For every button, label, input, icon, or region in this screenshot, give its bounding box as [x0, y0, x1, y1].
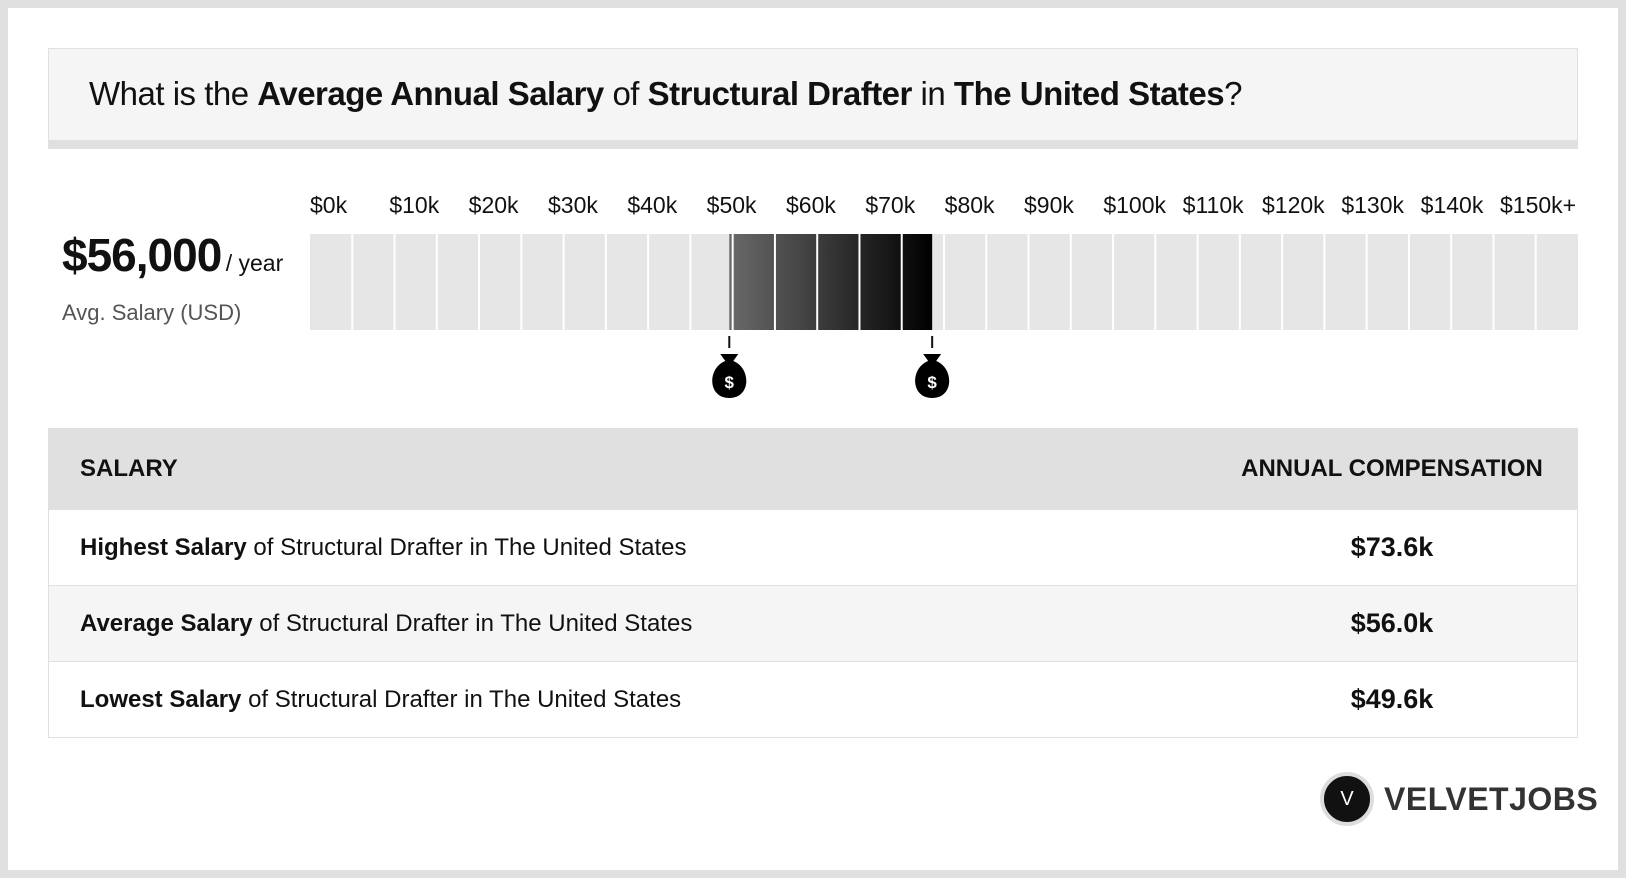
tick-label: $140k — [1421, 192, 1484, 218]
row-value: $56.0k — [1207, 586, 1578, 662]
bar-cell — [1536, 234, 1578, 330]
bar-cell — [1198, 234, 1240, 330]
bar-cell — [1071, 234, 1113, 330]
logo: V — [1320, 772, 1374, 826]
row-value: $73.6k — [1207, 510, 1578, 586]
bar-cell — [1451, 234, 1493, 330]
row-value: $49.6k — [1207, 662, 1578, 738]
bar-cell — [437, 234, 479, 330]
bar-cell — [1282, 234, 1324, 330]
salary-marker: $ — [915, 336, 949, 398]
tick-label: $100k — [1103, 192, 1166, 218]
tick-label: $60k — [786, 192, 836, 218]
bar-cell — [690, 234, 732, 330]
tick-label: $80k — [945, 192, 995, 218]
brand-name: VELVETJOBS — [1384, 781, 1598, 818]
tick-label: $120k — [1262, 192, 1325, 218]
tick-label: $30k — [548, 192, 598, 218]
bar-cell — [1367, 234, 1409, 330]
money-symbol: $ — [725, 373, 735, 392]
bar-cell — [521, 234, 563, 330]
bar-cell — [606, 234, 648, 330]
row-label-text: of Structural Drafter in The United Stat… — [253, 610, 693, 637]
bar-cell — [1155, 234, 1197, 330]
bar-cell — [1324, 234, 1366, 330]
bar-cell — [1113, 234, 1155, 330]
salary-marker: $ — [712, 336, 746, 398]
row-label: Lowest Salary of Structural Drafter in T… — [49, 662, 1208, 738]
bar-cell — [310, 234, 352, 330]
bar-cell — [944, 234, 986, 330]
bar-cell — [395, 234, 437, 330]
row-label-emphasis: Average Salary — [80, 610, 253, 637]
tick-label: $70k — [865, 192, 915, 218]
column-header: SALARY — [49, 429, 1208, 510]
tick-label: $40k — [627, 192, 677, 218]
tick-label: $0k — [310, 192, 348, 218]
bar-cell — [986, 234, 1028, 330]
bar-cell — [648, 234, 690, 330]
bar-cell — [1493, 234, 1535, 330]
tick-label: $50k — [707, 192, 757, 218]
tick-label: $90k — [1024, 192, 1074, 218]
bar-cell — [1029, 234, 1071, 330]
tick-label: $20k — [469, 192, 519, 218]
bar-cell — [479, 234, 521, 330]
row-label: Highest Salary of Structural Drafter in … — [49, 510, 1208, 586]
money-symbol: $ — [927, 373, 937, 392]
bar-cell — [1409, 234, 1451, 330]
range-chart: $0k $10k $20k $30k $40k $50k $60k $70k $80k $90k $… — [0, 0, 1626, 420]
bar-cell — [1240, 234, 1282, 330]
tick-label: $150k+ — [1500, 192, 1576, 218]
tick-label: $130k — [1341, 192, 1404, 218]
column-header: ANNUAL COMPENSATION — [1207, 429, 1578, 510]
row-label-text: of Structural Drafter in The United Stat… — [247, 534, 687, 561]
row-label-emphasis: Highest Salary — [80, 534, 247, 561]
row-label-emphasis: Lowest Salary — [80, 686, 241, 713]
row-label: Average Salary of Structural Drafter in … — [49, 586, 1208, 662]
table-row: Lowest Salary of Structural Drafter in T… — [49, 662, 1578, 738]
table-row: Highest Salary of Structural Drafter in … — [49, 510, 1578, 586]
bar-cell — [564, 234, 606, 330]
tick-label: $10k — [389, 192, 439, 218]
tick-label: $110k — [1183, 192, 1244, 218]
row-label-text: of Structural Drafter in The United Stat… — [241, 686, 681, 713]
brand: V VELVETJOBS — [1320, 772, 1598, 826]
bar-cell — [352, 234, 394, 330]
table-row: Average Salary of Structural Drafter in … — [49, 586, 1578, 662]
salary-table: SALARYANNUAL COMPENSATION Highest Salary… — [48, 428, 1578, 738]
